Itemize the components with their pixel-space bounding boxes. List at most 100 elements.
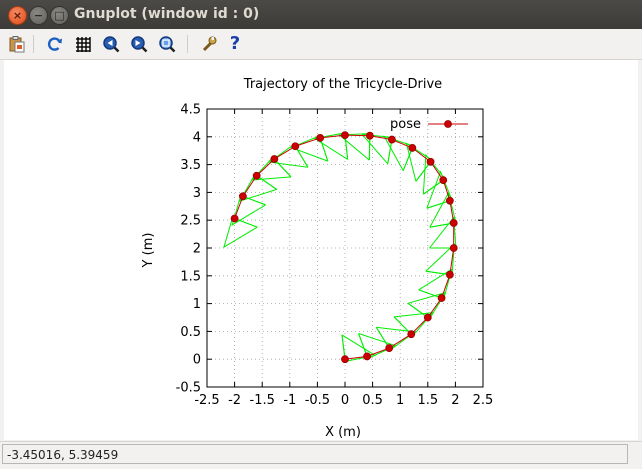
x-tick-label: 1 [396, 393, 404, 408]
y-tick-label: 2 [193, 242, 201, 257]
chart-title: Trajectory of the Tricycle-Drive [243, 77, 442, 92]
zoom-autoscale-icon [159, 36, 176, 53]
previous-zoom-button[interactable] [101, 34, 121, 54]
robot-axle-line [426, 200, 451, 209]
pose-point [388, 135, 396, 144]
robot-axle-line [234, 218, 258, 228]
robot-axle-line [375, 327, 390, 349]
robot-axle-line [344, 135, 349, 160]
pose-point [445, 270, 454, 279]
y-tick-label: 3.5 [180, 158, 201, 173]
robot-axle-line [319, 137, 329, 162]
toolbar-separator [187, 35, 188, 53]
copy-to-clipboard-button[interactable] [7, 34, 27, 54]
y-tick-label: 4.5 [180, 103, 201, 118]
y-tick-label: 1 [193, 297, 201, 312]
plot-canvas[interactable]: -2.5 -2 -1.5 -1 -0.5 0 0.5 1 1.5 2 2.5 -0.5 0 0.5 1 1.5… [4, 60, 638, 440]
grid-icon [76, 37, 91, 52]
y-tick-label: 1.5 [180, 269, 201, 284]
robot-axle-line [256, 175, 278, 190]
pose-point [423, 313, 432, 322]
robot-axle-line [418, 289, 442, 299]
x-tick-label: -0.5 [305, 393, 330, 408]
pose-point [252, 171, 261, 180]
y-tick-label: 3 [193, 186, 201, 201]
pose-point [230, 214, 239, 223]
robot-axle-line [358, 333, 368, 357]
pose-point [238, 192, 247, 201]
robot-axle-line [425, 270, 450, 276]
y-tick-label: 0 [193, 353, 201, 368]
refresh-icon [47, 37, 62, 51]
pose-point [426, 157, 435, 166]
zoom-next-icon [131, 36, 148, 53]
robot-body-triangle [375, 326, 417, 351]
y-tick-label: 4 [193, 130, 201, 145]
pose-point [449, 244, 458, 252]
toggle-grid-button[interactable] [73, 34, 93, 54]
wrench-icon [202, 36, 217, 52]
pose-point [449, 219, 458, 227]
x-tick-label: 1.5 [417, 393, 438, 408]
robot-axle-line [294, 145, 309, 168]
y-tick-label: 2.5 [180, 214, 201, 229]
pose-point [437, 294, 446, 302]
x-tick-label: 0 [341, 393, 349, 408]
window-close-button[interactable]: × [8, 6, 27, 25]
x-tick-label: 2.5 [473, 393, 494, 408]
x-tick-label: 0.5 [362, 393, 383, 408]
pose-point [291, 142, 300, 151]
robot-axle-line [368, 135, 371, 161]
legend-marker-pose [444, 120, 452, 128]
robot-axle-line [242, 195, 266, 206]
window-minimize-button[interactable]: − [29, 6, 48, 25]
pose-point [439, 176, 448, 185]
legend-label-pose: pose [390, 117, 421, 132]
help-button[interactable]: ? [225, 34, 245, 54]
robot-axle-line [387, 139, 393, 164]
robot-axle-line [429, 222, 454, 228]
x-axis-label: X (m) [325, 425, 361, 440]
pose-point [316, 134, 325, 142]
x-tick-label: -1.5 [250, 393, 275, 408]
y-axis-label: Y (m) [141, 233, 156, 269]
x-tick-label: -2 [228, 393, 241, 408]
pose-point [341, 131, 349, 140]
zoom-previous-icon [103, 36, 120, 53]
robot-axle-line [341, 334, 346, 360]
window-title: Gnuplot (window id : 0) [74, 6, 260, 22]
window-titlebar[interactable]: × − □ Gnuplot (window id : 0) [0, 0, 642, 29]
pose-point [341, 355, 349, 364]
x-tick-label: 2 [451, 393, 459, 408]
pose-point [363, 352, 371, 361]
robot-axle-line [407, 302, 429, 318]
toolbar-separator [33, 35, 34, 53]
robot-body-triangle [223, 217, 258, 249]
window-maximize-button[interactable]: □ [50, 6, 69, 25]
pose-point [270, 155, 279, 163]
robot-axle-line [393, 316, 412, 335]
y-tick-label: -0.5 [176, 381, 201, 396]
preferences-button[interactable] [199, 34, 219, 54]
robot-axle-line [273, 158, 292, 178]
pose-series-line [234, 134, 455, 360]
toolbar: ? [0, 29, 642, 60]
next-zoom-button[interactable] [129, 34, 149, 54]
robot-axle-line [402, 147, 413, 171]
robot-axle-line [415, 161, 431, 182]
x-tick-label: -1 [283, 393, 296, 408]
replot-button[interactable] [45, 34, 65, 54]
clipboard-icon [9, 36, 25, 53]
pose-point [385, 344, 394, 352]
legend: pose [390, 117, 468, 132]
pose-point [408, 144, 417, 152]
pose-point [365, 131, 374, 140]
autoscale-button[interactable] [157, 34, 177, 54]
trajectory-chart: -2.5 -2 -1.5 -1 -0.5 0 0.5 1 1.5 2 2.5 -0.5 0 0.5 1 1.5… [141, 77, 494, 440]
help-icon: ? [229, 33, 241, 54]
cursor-coordinates: -3.45016, 5.39459 [2, 444, 628, 464]
y-tick-label: 0.5 [180, 325, 201, 340]
pose-point [407, 330, 416, 339]
pose-point [445, 196, 454, 205]
robot-axle-line [423, 179, 444, 195]
